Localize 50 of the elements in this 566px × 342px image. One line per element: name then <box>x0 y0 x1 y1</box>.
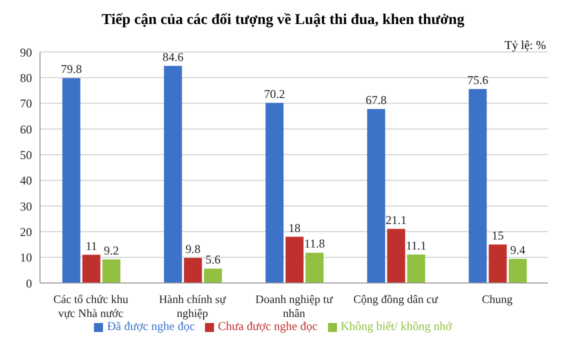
y-tick-label: 10 <box>20 250 32 265</box>
bar <box>82 254 100 283</box>
bar <box>62 78 80 283</box>
data-label: 11 <box>86 238 98 253</box>
y-tick-label: 20 <box>20 224 32 239</box>
data-label: 70.2 <box>264 86 286 101</box>
annotation: Tỷ lệ: % <box>504 38 546 53</box>
data-label: 21.1 <box>386 212 407 227</box>
data-label: 11.1 <box>406 238 426 253</box>
data-label: 15 <box>492 228 504 242</box>
bar <box>306 252 324 283</box>
y-tick-label: 90 <box>20 45 32 60</box>
legend-label: Chưa được nghe đọc <box>218 319 318 333</box>
bar <box>184 258 202 283</box>
y-tick-label: 50 <box>20 148 32 162</box>
bar <box>488 244 507 283</box>
data-label: 79.8 <box>60 62 82 76</box>
bar <box>164 66 182 283</box>
bar <box>508 258 527 283</box>
x-tick-label: Cộng đồng dân cư <box>353 294 439 306</box>
x-tick-label: Hành chính sự nghiệp <box>158 294 227 320</box>
legend-label: Đã được nghe đọc <box>107 319 195 333</box>
y-tick-label: 40 <box>20 174 32 188</box>
y-tick-label: 60 <box>20 122 32 136</box>
data-label: 84.6 <box>162 50 184 64</box>
y-tick-label: 70 <box>20 96 32 111</box>
bar <box>468 88 487 283</box>
data-label: 9.8 <box>185 242 200 256</box>
data-label: 9.4 <box>510 242 526 257</box>
x-tick-label: Các tổ chức khu vực Nhà nước <box>53 294 128 320</box>
y-tick-label: 30 <box>20 199 32 214</box>
bar <box>367 108 386 283</box>
legend-label: Không biết/ không nhớ <box>340 319 452 333</box>
y-tick-label: 0 <box>26 276 32 290</box>
data-label: 67.8 <box>366 92 387 107</box>
bar <box>266 102 284 283</box>
bar <box>204 268 222 283</box>
x-tick-label: Chung <box>482 294 513 306</box>
bar <box>407 254 426 283</box>
data-label: 5.6 <box>205 252 220 267</box>
x-tick-label: Doanh nghiệp tư nhân <box>255 294 334 320</box>
bar <box>102 259 120 283</box>
chart-title: Tiếp cận của các đối tượng về Luật thi đua, khen thưởng <box>100 11 466 30</box>
data-label: 18 <box>288 220 301 235</box>
bar <box>286 236 304 283</box>
data-label: 9.2 <box>104 243 119 258</box>
data-label: 11.8 <box>304 236 325 251</box>
y-tick-label: 80 <box>20 70 32 85</box>
data-label: 75.6 <box>467 72 488 87</box>
bar <box>387 228 406 283</box>
